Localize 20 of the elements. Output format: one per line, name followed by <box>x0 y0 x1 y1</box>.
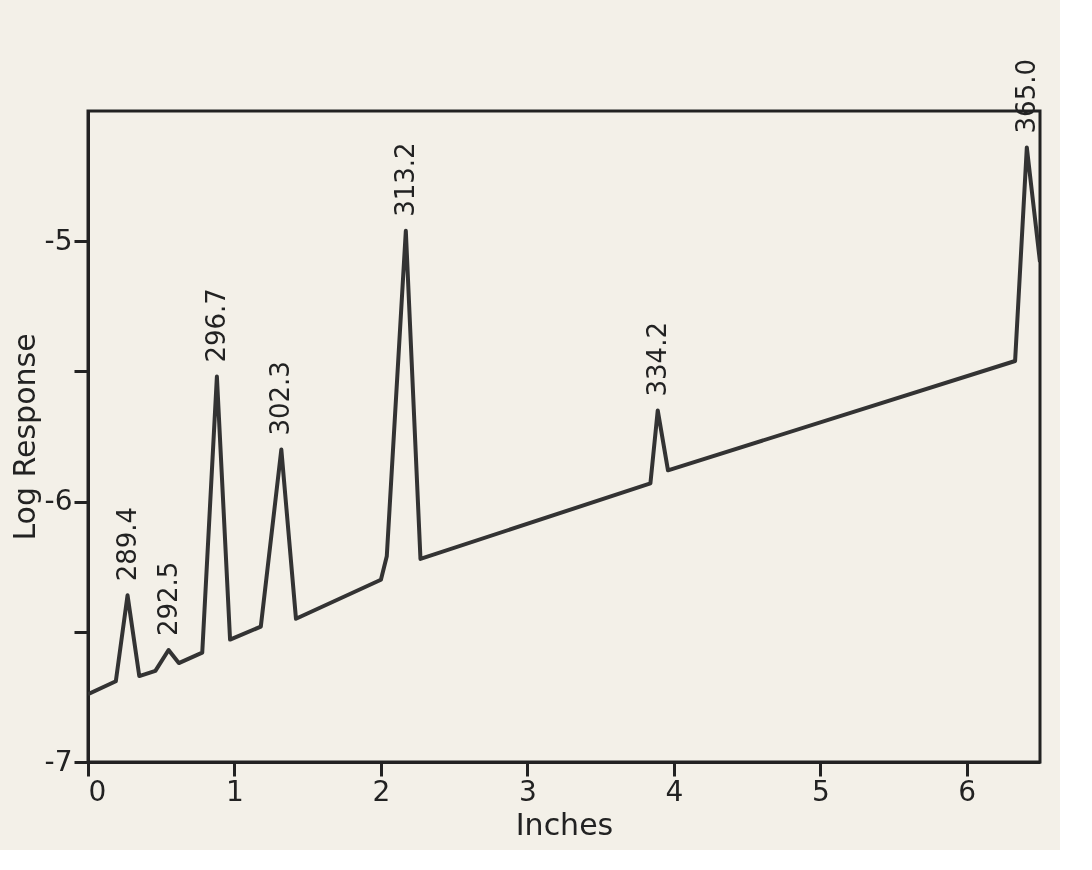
y-axis-title: Log Response <box>6 333 42 541</box>
annotation: 292.5 <box>152 561 183 637</box>
line-series <box>88 145 1040 697</box>
annotation: 334.2 <box>641 322 672 397</box>
y-tick-label: -7 <box>44 744 73 778</box>
x-tick-label: 6 <box>958 774 977 808</box>
x-tick-label: 4 <box>665 774 684 808</box>
y-tick-label: -6 <box>44 484 73 518</box>
x-axis-title: Inches <box>515 806 614 842</box>
annotation: 289.4 <box>111 506 142 582</box>
annotation: 296.7 <box>200 288 231 363</box>
x-tick-label: 0 <box>88 774 107 808</box>
annotation: 365.0 <box>1010 59 1041 134</box>
annotation: 302.3 <box>265 361 296 436</box>
x-tick-label: 5 <box>811 774 830 808</box>
x-tick-label: 1 <box>226 774 244 808</box>
x-tick-label: 3 <box>518 774 537 808</box>
annotation: 313.2 <box>389 142 420 217</box>
y-tick-label: -5 <box>44 223 73 257</box>
x-tick-label: 2 <box>372 774 391 808</box>
